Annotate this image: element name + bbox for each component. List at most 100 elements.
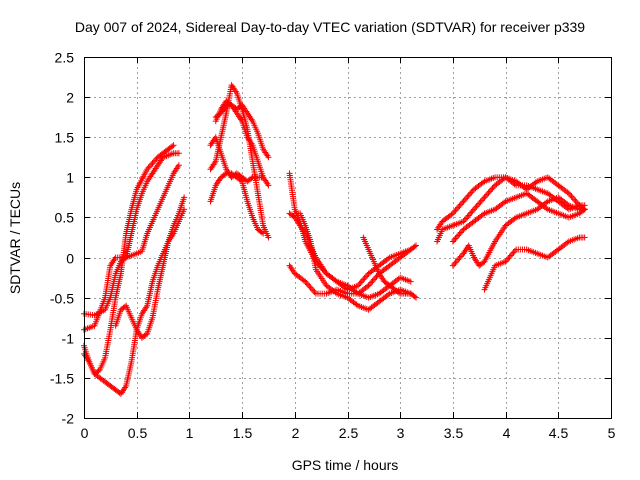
data-point (464, 213, 471, 220)
data-point (310, 287, 317, 294)
data-point (453, 205, 460, 212)
data-point (465, 192, 472, 199)
data-point (457, 229, 464, 236)
data-point (572, 197, 579, 204)
data-point (411, 293, 418, 300)
y-tick-label: 0.5 (55, 210, 75, 226)
data-point (580, 207, 587, 214)
data-point (581, 234, 588, 241)
series-arc-b (81, 150, 182, 333)
data-point (568, 193, 575, 200)
data-point (486, 188, 493, 195)
data-point (477, 198, 484, 205)
data-point (175, 150, 182, 157)
x-tick-label: 0.5 (128, 425, 148, 441)
series-arc-t (481, 234, 588, 293)
data-point (506, 254, 513, 261)
chart-title: Day 007 of 2024, Sidereal Day-to-day VTE… (75, 19, 585, 35)
data-point (509, 251, 516, 258)
data-point (581, 206, 588, 213)
data-point (467, 190, 474, 197)
data-point (181, 206, 188, 213)
series-arc-r (449, 194, 588, 269)
data-point (175, 162, 182, 169)
data-point (571, 196, 578, 203)
data-point (463, 215, 470, 222)
x-tick-label: 4 (503, 425, 511, 441)
data-point (455, 256, 462, 263)
data-point (484, 191, 491, 198)
data-point (407, 278, 414, 285)
data-point (456, 255, 463, 262)
data-point (457, 201, 464, 208)
data-point (364, 272, 371, 279)
data-point (478, 197, 485, 204)
data-point (395, 289, 402, 296)
data-point (360, 276, 367, 283)
data-point (510, 249, 517, 256)
grid-lines (84, 57, 611, 418)
data-point (451, 261, 458, 268)
y-axis-label: SDTVAR / TECUs (7, 182, 23, 294)
data-point (311, 289, 318, 296)
data-point (464, 193, 471, 200)
data-point (181, 194, 188, 201)
data-point (170, 142, 177, 149)
data-point (265, 154, 272, 161)
data-point (453, 233, 460, 240)
data-point (469, 207, 476, 214)
data-point (265, 234, 272, 241)
data-point (357, 279, 364, 286)
x-tick-label: 0 (81, 425, 89, 441)
data-point (411, 243, 418, 250)
data-point (485, 189, 492, 196)
data-point (488, 186, 495, 193)
data-point (304, 281, 311, 288)
data-point (361, 275, 368, 282)
data-point (507, 252, 514, 259)
series-arc-s (449, 190, 588, 245)
y-tick-label: 0 (66, 251, 74, 267)
data-point (468, 189, 475, 196)
plot-frame (84, 57, 612, 419)
series-arc-h (207, 82, 272, 241)
data-point (567, 191, 574, 198)
data-point (372, 275, 379, 282)
data-point (142, 331, 149, 338)
data-point (95, 367, 102, 374)
y-tick-label: -1 (62, 331, 75, 347)
data-point (370, 276, 377, 283)
data-point (369, 278, 376, 285)
data-point (459, 227, 466, 234)
data-point (307, 284, 314, 291)
data-point (308, 286, 315, 293)
y-tick-label: -2 (62, 411, 75, 427)
data-point (456, 202, 463, 209)
x-tick-label: 1 (186, 425, 194, 441)
data-point (449, 238, 456, 245)
data-point (303, 280, 310, 287)
data-point (573, 199, 580, 206)
y-tick-label: 1.5 (55, 130, 75, 146)
data-point (482, 192, 489, 199)
x-tick-label: 4.5 (549, 425, 569, 441)
data-point (473, 203, 480, 210)
y-tick-label: -1.5 (50, 371, 74, 387)
data-point (467, 210, 474, 217)
data-point (459, 199, 466, 206)
data-point (146, 163, 153, 170)
data-point (457, 253, 464, 260)
x-tick-label: 2.5 (339, 425, 359, 441)
x-tick-label: 1.5 (233, 425, 253, 441)
series-arc-e (112, 206, 188, 341)
data-point (455, 204, 462, 211)
data-point (490, 183, 497, 190)
x-tick-label: 3 (397, 425, 405, 441)
data-point (362, 273, 369, 280)
series-arc-j (212, 102, 272, 189)
data-point (358, 278, 365, 285)
x-tick-label: 5 (608, 425, 616, 441)
data-point (149, 160, 156, 167)
data-point (452, 259, 459, 266)
data-point (463, 195, 470, 202)
